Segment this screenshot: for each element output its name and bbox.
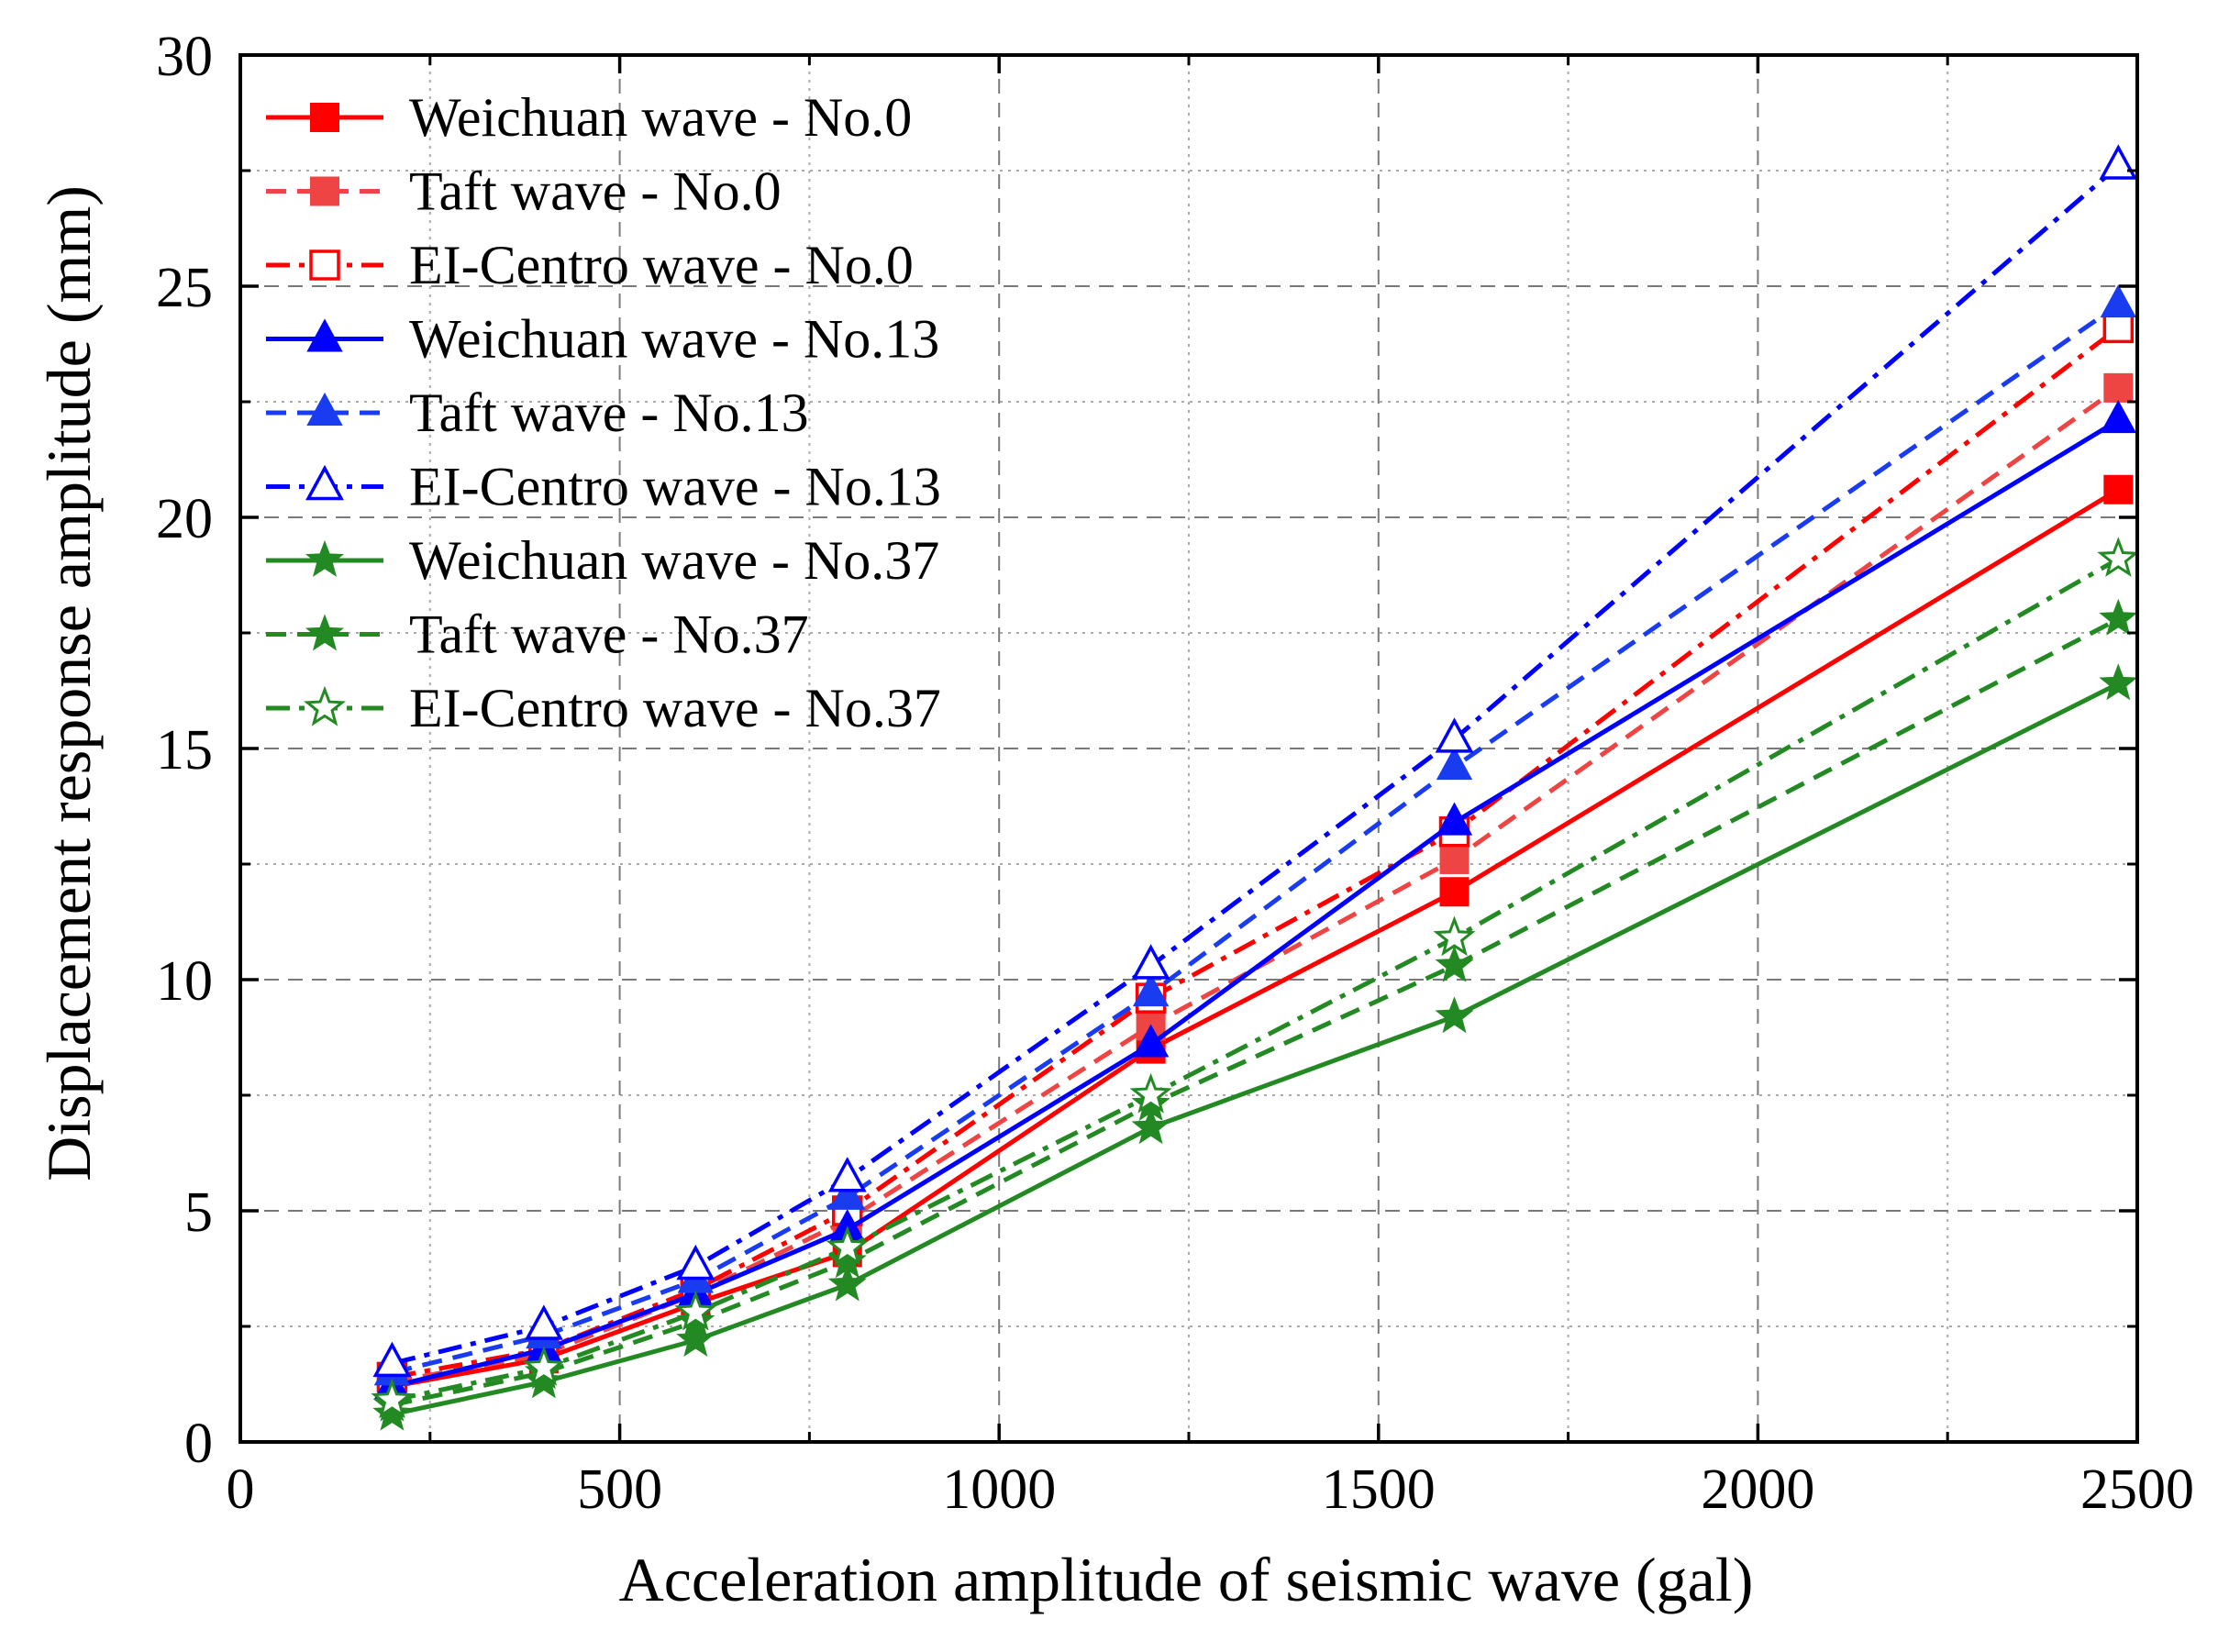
square-marker (2103, 474, 2134, 504)
square-marker (1439, 844, 1469, 874)
y-tick-label: 10 (156, 950, 213, 1013)
star-marker (827, 1264, 867, 1302)
legend-item: Weichuan wave - No.37 (266, 530, 939, 591)
star-marker (1435, 945, 1474, 982)
legend-item: EI-Centro wave - No.0 (266, 235, 914, 295)
star-marker (371, 1378, 414, 1419)
triangle-marker (1435, 717, 1474, 753)
triangle-marker (1131, 944, 1170, 980)
star-marker (1435, 996, 1474, 1034)
legend-label: EI-Centro wave - No.37 (409, 678, 941, 738)
legend-item: Weichuan wave - No.13 (266, 309, 939, 370)
series-5 (372, 144, 2138, 1378)
legend-label: Taft wave - No.0 (409, 161, 782, 222)
grid-layer (240, 55, 2137, 1442)
star-marker (676, 1319, 715, 1358)
legend-star-marker (303, 685, 347, 726)
legend-item: EI-Centro wave - No.37 (266, 678, 941, 738)
legend-label: Taft wave - No.37 (409, 604, 809, 665)
y-tick-label: 5 (184, 1181, 213, 1244)
legend-item: Taft wave - No.0 (266, 161, 782, 222)
axes-layer: 0 500 1000 1500 2000 2500 0 5 10 15 20 25 30 (156, 26, 2194, 1521)
y-tick-label: 25 (156, 257, 213, 319)
triangle-marker (524, 1304, 563, 1340)
star-marker (674, 1290, 717, 1331)
legend-triangle-marker (305, 464, 344, 501)
legend-label: Weichuan wave - No.13 (409, 309, 939, 370)
triangle-marker (827, 1157, 867, 1192)
triangle-marker (1436, 747, 1473, 781)
star-marker (826, 1225, 869, 1266)
triangle-marker (676, 1244, 715, 1281)
legend-square-marker (310, 103, 339, 132)
legend-square-marker (310, 176, 339, 206)
legend-square-marker (309, 249, 340, 281)
x-tick-label: 0 (227, 1458, 255, 1521)
x-tick-label: 1500 (1322, 1458, 1436, 1521)
legend-item: Taft wave - No.37 (266, 604, 809, 665)
triangle-marker (1436, 802, 1473, 836)
legend-star-marker (305, 539, 345, 577)
y-tick-label: 15 (156, 719, 213, 782)
y-tick-label: 0 (184, 1413, 213, 1475)
triangle-marker (2100, 400, 2137, 434)
x-tick-label: 500 (577, 1458, 662, 1521)
legend-item: Weichuan wave - No.0 (266, 87, 912, 148)
square-marker (2102, 312, 2135, 344)
series-8 (371, 537, 2140, 1419)
legend-triangle-marker (306, 392, 343, 426)
star-marker (1131, 1107, 1170, 1145)
star-marker (1433, 915, 1476, 957)
series-layer (371, 144, 2140, 1431)
x-tick-label: 2500 (2080, 1458, 2194, 1521)
legend-item: Taft wave - No.13 (266, 383, 809, 443)
y-tick-label: 30 (156, 26, 213, 88)
triangle-marker (2099, 144, 2138, 180)
legend-label: EI-Centro wave - No.13 (409, 457, 941, 517)
legend-label: Taft wave - No.13 (409, 383, 809, 443)
legend-triangle-marker (306, 318, 343, 352)
star-marker (1129, 1072, 1172, 1114)
triangle-marker (2100, 284, 2137, 318)
triangle-marker (1132, 973, 1170, 1007)
triangle-marker (372, 1341, 412, 1378)
square-marker (2103, 372, 2134, 403)
legend-star-marker (305, 614, 345, 651)
legend-label: Weichuan wave - No.37 (409, 530, 939, 591)
square-marker (1439, 877, 1469, 907)
legend-label: Weichuan wave - No.0 (409, 87, 912, 148)
star-marker (2099, 598, 2138, 636)
y-axis-title: Displacement response amplitude (mm) (34, 185, 104, 1181)
legend-label: EI-Centro wave - No.0 (409, 235, 914, 295)
star-marker (2097, 537, 2140, 577)
legend-item: EI-Centro wave - No.13 (266, 457, 941, 517)
star-marker (522, 1346, 565, 1386)
star-marker (2099, 663, 2138, 701)
x-tick-label: 1000 (942, 1458, 1056, 1521)
x-tick-label: 2000 (1701, 1458, 1814, 1521)
triangle-marker (1132, 1024, 1170, 1058)
legend: Weichuan wave - No.0 Taft wave - No.0 EI-C… (266, 87, 941, 738)
triangle-marker (829, 1176, 866, 1210)
y-tick-label: 20 (156, 488, 213, 550)
x-axis-title: Acceleration amplitude of seismic wave (… (619, 1545, 1754, 1614)
